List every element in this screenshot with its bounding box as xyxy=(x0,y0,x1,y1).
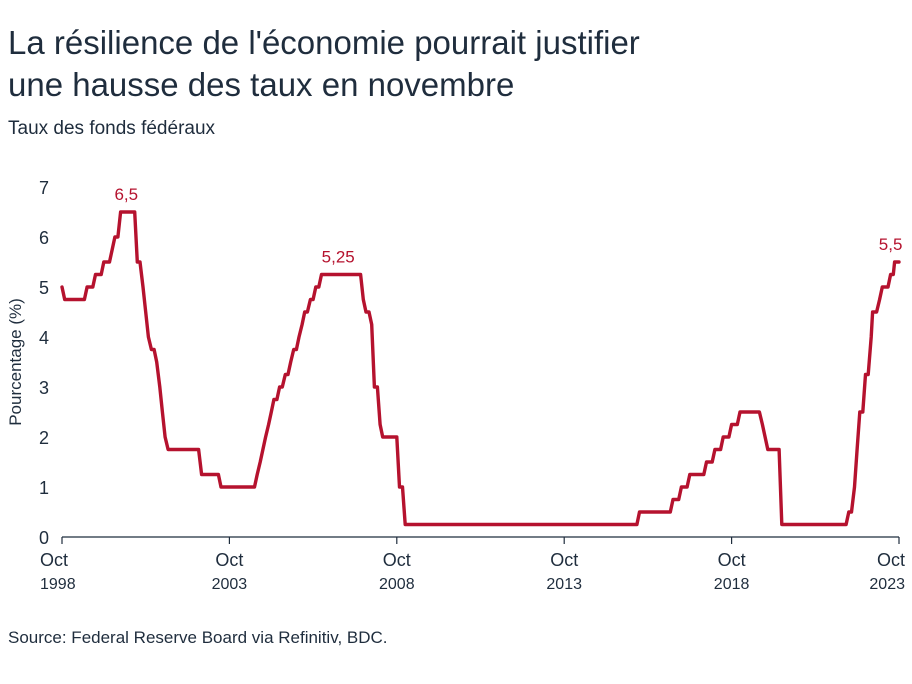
title-line-2: une hausse des taux en novembre xyxy=(8,66,515,103)
x-tick-year: 2013 xyxy=(546,576,582,593)
x-tick-label: Oct xyxy=(550,550,578,570)
title-line-1: La résilience de l'économie pourrait jus… xyxy=(8,24,640,61)
x-tick-label: Oct xyxy=(383,550,411,570)
x-tick-year: 2018 xyxy=(714,576,750,593)
y-tick-label: 6 xyxy=(39,228,49,248)
y-tick-label: 5 xyxy=(39,278,49,298)
x-tick-label: Oct xyxy=(215,550,243,570)
y-axis-label: Pourcentage (%) xyxy=(6,298,25,426)
x-tick-label: Oct xyxy=(718,550,746,570)
x-tick-year: 2008 xyxy=(379,576,415,593)
x-tick-label: Oct xyxy=(40,550,68,570)
y-tick-label: 3 xyxy=(39,378,49,398)
y-tick-label: 0 xyxy=(39,528,49,548)
data-label: 5,25 xyxy=(322,248,355,267)
y-tick-label: 4 xyxy=(39,328,49,348)
x-tick-label: Oct xyxy=(877,550,905,570)
chart-area: Pourcentage (%) 0 1 2 3 4 5 6 7 Oct 1998 Oct 2003 Oc… xyxy=(6,178,905,593)
data-label: 6,5 xyxy=(114,185,138,204)
x-tick-year: 2023 xyxy=(869,576,905,593)
y-tick-label: 1 xyxy=(39,478,49,498)
axes: 0 1 2 3 4 5 6 7 Oct 1998 Oct 2003 Oct 2008 Oct 2013 Oct 2… xyxy=(39,178,905,593)
x-tick-year: 1998 xyxy=(40,576,76,593)
data-label: 5,5 xyxy=(879,235,903,254)
plot-area: 6,5 5,25 5,5 xyxy=(60,185,903,527)
chart-title: La résilience de l'économie pourrait jus… xyxy=(8,22,898,106)
source-note: Source: Federal Reserve Board via Refini… xyxy=(8,628,388,647)
y-tick-label: 2 xyxy=(39,428,49,448)
chart-subtitle: Taux des fonds fédéraux xyxy=(8,118,216,139)
y-tick-label: 7 xyxy=(39,178,49,198)
x-tick-year: 2003 xyxy=(212,576,248,593)
series-line xyxy=(60,210,901,527)
